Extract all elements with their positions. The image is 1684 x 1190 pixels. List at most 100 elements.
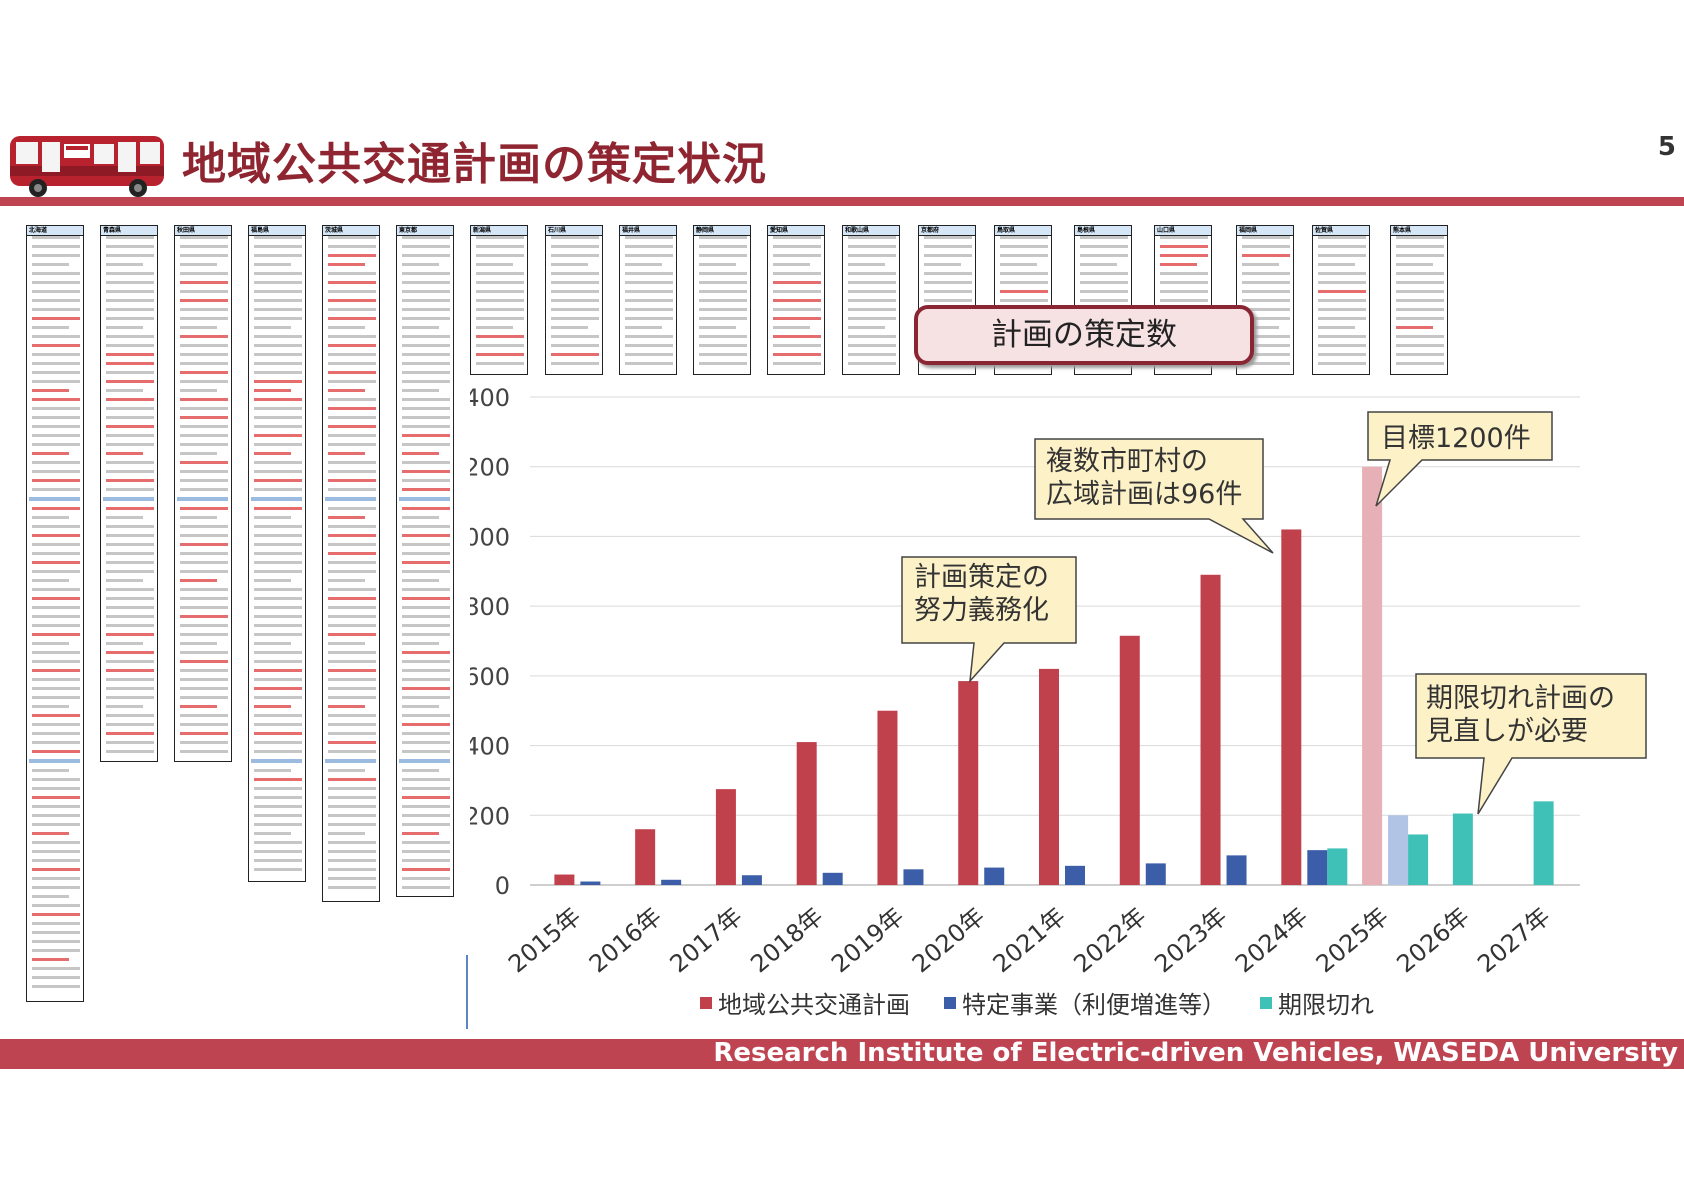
plan-list-entry	[773, 290, 821, 293]
x-tick-label: 2020年	[907, 902, 990, 978]
bar-special-project	[822, 872, 843, 885]
plan-list-entry	[1160, 245, 1208, 248]
plan-list-entry	[254, 470, 302, 473]
plan-list-entry	[699, 272, 747, 275]
plan-list-entry	[924, 290, 972, 293]
plan-list-entry	[328, 714, 376, 717]
x-tick-label: 2023年	[1149, 902, 1232, 978]
plan-list-entry	[402, 371, 450, 374]
plan-list-entry	[402, 534, 450, 537]
plan-list-entry	[254, 705, 291, 708]
plan-list-entry	[402, 687, 450, 690]
plan-list-entry	[32, 245, 80, 248]
plan-list-entry	[1318, 236, 1366, 239]
plan-list-entry	[32, 705, 69, 708]
plan-list-entry	[1160, 299, 1208, 302]
plan-list-entry	[180, 552, 228, 555]
plan-list-entry	[106, 398, 154, 401]
plan-list-entry	[180, 651, 228, 654]
plan-list-entry	[32, 678, 80, 681]
plan-list-entry	[106, 425, 154, 428]
plan-list-entry	[402, 850, 450, 853]
plan-list-entry	[476, 236, 524, 239]
footer-bar	[0, 1039, 1684, 1069]
plan-list-column: 福島県	[248, 225, 306, 882]
plan-list-entry	[32, 714, 80, 717]
plan-list-entry	[254, 660, 302, 663]
plan-list-entry	[551, 299, 599, 302]
plan-list-entry	[1318, 353, 1366, 356]
plan-list-entry	[32, 534, 80, 537]
plan-list-entry	[32, 787, 80, 790]
plan-list-entry	[1318, 272, 1366, 275]
plan-list-entry	[1160, 290, 1208, 293]
plan-list-entry	[254, 696, 302, 699]
plan-list-entry	[180, 452, 217, 455]
plan-list-entry	[328, 696, 376, 699]
plan-list-entry	[254, 335, 302, 338]
plan-list-entry	[32, 895, 69, 898]
plan-list-entry	[254, 814, 302, 817]
plan-count-chart: 0 200 400 600 800 1000 1200 1400 2015年2016年2017年…	[470, 384, 1580, 978]
plan-list-entry	[402, 588, 450, 591]
plan-list-entry	[402, 272, 450, 275]
plan-list-entry	[402, 335, 450, 338]
plan-list-entry	[29, 759, 80, 763]
plan-list-entry	[625, 263, 662, 266]
plan-list-entry	[328, 678, 376, 681]
plan-list-entry	[551, 353, 599, 356]
plan-list-entry	[328, 317, 376, 320]
plan-list-entry	[402, 416, 450, 419]
plan-list-entry	[106, 570, 154, 573]
plan-list-entry	[402, 407, 450, 410]
plan-list-entry	[254, 597, 302, 600]
y-tick-label: 200	[470, 802, 510, 830]
plan-list-entry	[32, 913, 80, 916]
plan-list-entry	[476, 299, 524, 302]
plan-list-entry	[32, 832, 69, 835]
plan-list-entry	[476, 353, 524, 356]
plan-list-entry	[328, 245, 376, 248]
plan-list-entry	[180, 696, 228, 699]
plan-list-entry	[254, 642, 291, 645]
plan-list-entry	[773, 299, 821, 302]
plan-list-entry	[32, 398, 80, 401]
plan-list-entry	[1242, 245, 1290, 248]
plan-list-entry	[254, 678, 302, 681]
plan-list-column-head: 北海道	[27, 226, 83, 236]
plan-list-entry	[773, 353, 821, 356]
plan-list-entry	[625, 335, 673, 338]
plan-list-entry	[328, 859, 376, 862]
plan-list-entry	[328, 732, 376, 735]
bar-regional-plan	[877, 710, 898, 885]
target-text: 目標1200件	[1381, 423, 1531, 454]
plan-list-entry	[402, 633, 450, 636]
plan-list-entry	[32, 940, 80, 943]
plan-list-entry	[402, 705, 439, 708]
plan-list-entry	[402, 470, 450, 473]
plan-list-entry	[32, 823, 80, 826]
plan-list-entry	[625, 353, 673, 356]
plan-list-entry	[1318, 344, 1366, 347]
plan-list-entry	[551, 344, 599, 347]
plan-list-entry	[32, 543, 80, 546]
plan-list-entry	[254, 254, 302, 257]
plan-list-entry	[924, 299, 972, 302]
plan-list-entry	[1242, 317, 1290, 320]
plan-list-entry	[106, 470, 154, 473]
plan-list-entry	[325, 497, 376, 501]
plan-list-column-head: 秋田県	[175, 226, 231, 236]
plan-list-entry	[1080, 254, 1128, 257]
plan-list-entry	[402, 308, 450, 311]
plan-list-entry	[180, 299, 228, 302]
plan-list-entry	[180, 714, 228, 717]
plan-list-entry	[180, 344, 228, 347]
plan-list-entry	[551, 245, 599, 248]
plan-list-entry	[328, 669, 376, 672]
plan-list-entry	[773, 326, 810, 329]
plan-list-column-head: 福井県	[620, 226, 676, 236]
plan-list-entry	[1242, 308, 1290, 311]
wide-area-callout	[1034, 438, 1274, 554]
plan-list-entry	[106, 434, 154, 437]
plan-list-entry	[254, 723, 302, 726]
